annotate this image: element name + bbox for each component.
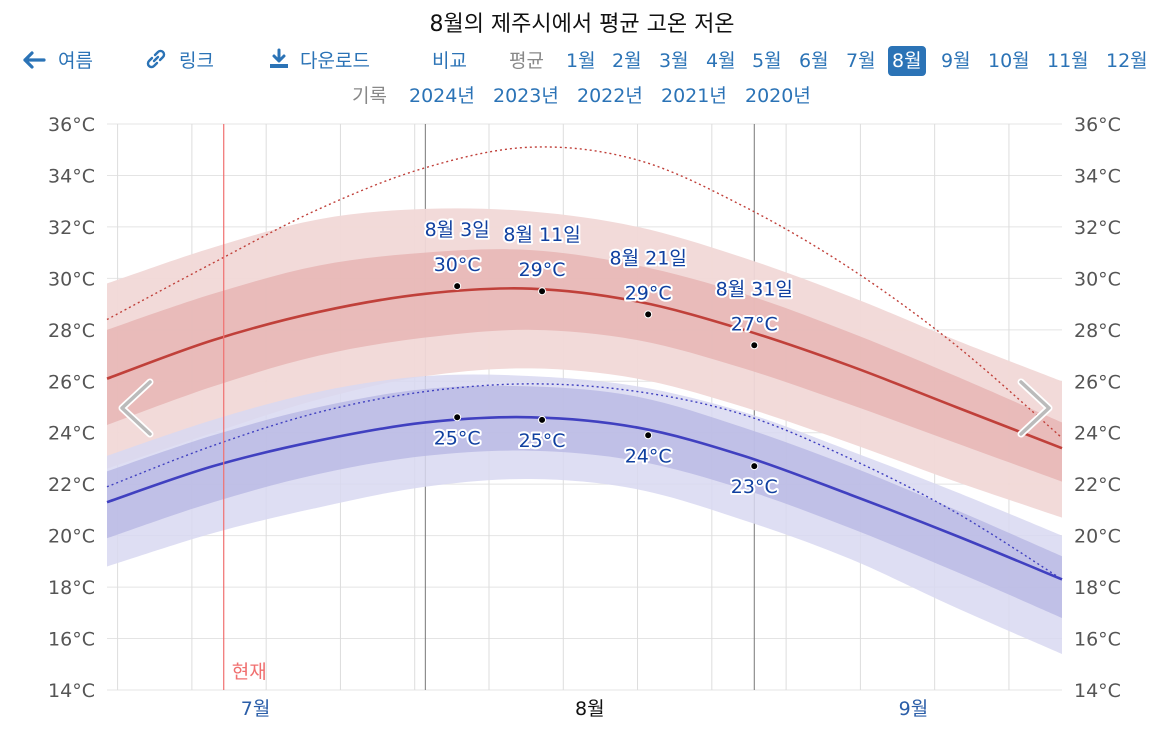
annotation-high-dot <box>538 287 547 296</box>
annotation-high-dot <box>750 341 759 350</box>
annotation-low-dot <box>453 413 462 422</box>
annotation-high-label: 29°C <box>625 282 672 304</box>
y-tick-label-left: 36°C <box>48 114 95 136</box>
link-icon <box>146 49 166 69</box>
month-tab-7[interactable]: 7월 <box>846 50 876 72</box>
annotation-low-label: 25°C <box>434 427 481 449</box>
annotation-low-dot <box>644 431 653 440</box>
annotation-date-label: 8월 11일 <box>503 224 580 246</box>
annotation-date-label: 8월 3일 <box>425 219 490 241</box>
download-button[interactable]: 다운로드 <box>268 46 370 76</box>
annotation-high-label: 30°C <box>434 254 481 276</box>
y-tick-label-left: 16°C <box>48 629 95 651</box>
record-year-2020[interactable]: 2020년 <box>745 85 811 107</box>
annotation-high-label: 27°C <box>731 313 778 335</box>
download-icon <box>270 48 288 68</box>
y-tick-label-right: 22°C <box>1074 474 1121 496</box>
back-label: 여름 <box>58 50 93 72</box>
annotation-low-dot <box>750 462 759 471</box>
prev-arrow-icon[interactable] <box>120 380 152 436</box>
record-year-2022[interactable]: 2022년 <box>577 85 643 107</box>
month-tab-8[interactable]: 8월 <box>888 46 926 76</box>
y-tick-label-right: 18°C <box>1074 577 1121 599</box>
y-tick-label-left: 34°C <box>48 165 95 187</box>
now-label: 현재 <box>232 661 267 683</box>
download-label: 다운로드 <box>300 50 370 72</box>
month-tab-11[interactable]: 11월 <box>1047 50 1089 72</box>
average-label: 평균 <box>509 50 544 72</box>
annotation-low-dot <box>538 415 547 424</box>
month-tab-6[interactable]: 6월 <box>799 50 829 72</box>
y-tick-label-left: 28°C <box>48 320 95 342</box>
y-tick-label-right: 36°C <box>1074 114 1121 136</box>
month-tab-2[interactable]: 2월 <box>612 50 642 72</box>
avg-high-line <box>106 287 1063 450</box>
y-tick-label-right: 28°C <box>1074 320 1121 342</box>
annotation-date-label: 8월 31일 <box>716 278 793 300</box>
y-tick-label-right: 16°C <box>1074 629 1121 651</box>
nav-bar: 여름 링크 다운로드 비교 평균 1월 2월 3월 4월 5월 6월 7월 8월… <box>0 46 1164 76</box>
month-label: 7월 <box>241 698 271 720</box>
y-tick-label-left: 26°C <box>48 371 95 393</box>
month-tab-4[interactable]: 4월 <box>706 50 736 72</box>
records-bar: 기록 2024년 2023년 2022년 2021년 2020년 <box>0 82 1164 110</box>
y-tick-label-right: 32°C <box>1074 217 1121 239</box>
annotation-high-label: 29°C <box>519 259 566 281</box>
next-arrow-icon[interactable] <box>1019 380 1051 436</box>
y-tick-label-right: 14°C <box>1074 680 1121 702</box>
link-button[interactable]: 링크 <box>145 46 214 76</box>
y-tick-label-right: 34°C <box>1074 165 1121 187</box>
record-year-2021[interactable]: 2021년 <box>661 85 727 107</box>
y-tick-label-left: 32°C <box>48 217 95 239</box>
compare-button[interactable]: 비교 <box>432 50 467 72</box>
y-tick-label-left: 14°C <box>48 680 95 702</box>
annotation-high-dot <box>644 310 653 319</box>
annotation-low-label: 24°C <box>625 445 672 467</box>
y-tick-label-right: 26°C <box>1074 371 1121 393</box>
back-button[interactable]: 여름 <box>22 46 93 76</box>
page-title: 8월의 제주시에서 평균 고온 저온 <box>429 12 735 37</box>
annotation-high-dot <box>453 282 462 291</box>
record-high-line <box>106 146 1063 439</box>
link-label: 링크 <box>179 50 214 72</box>
annotation-low-label: 23°C <box>731 476 778 498</box>
y-tick-label-right: 24°C <box>1074 423 1121 445</box>
low-inner-band <box>107 385 1062 618</box>
records-label: 기록 <box>352 85 387 107</box>
month-tab-5[interactable]: 5월 <box>752 50 782 72</box>
month-tab-3[interactable]: 3월 <box>659 50 689 72</box>
month-label: 8월 <box>575 698 605 720</box>
y-tick-label-left: 22°C <box>48 474 95 496</box>
y-tick-label-left: 20°C <box>48 526 95 548</box>
record-low-line <box>106 383 1063 580</box>
record-year-2023[interactable]: 2023년 <box>493 85 559 107</box>
month-tab-1[interactable]: 1월 <box>566 50 596 72</box>
record-year-2024[interactable]: 2024년 <box>409 85 475 107</box>
arrow-left-icon <box>23 51 46 69</box>
y-tick-label-left: 24°C <box>48 423 95 445</box>
y-tick-label-right: 20°C <box>1074 526 1121 548</box>
annotation-low-label: 25°C <box>519 430 566 452</box>
month-label: 9월 <box>899 698 929 720</box>
y-tick-label-right: 30°C <box>1074 268 1121 290</box>
month-tab-10[interactable]: 10월 <box>988 50 1030 72</box>
annotation-date-label: 8월 21일 <box>610 247 687 269</box>
y-tick-label-left: 30°C <box>48 268 95 290</box>
avg-low-line <box>106 415 1063 581</box>
month-tab-12[interactable]: 12월 <box>1106 50 1148 72</box>
month-tab-9[interactable]: 9월 <box>941 50 971 72</box>
y-tick-label-left: 18°C <box>48 577 95 599</box>
